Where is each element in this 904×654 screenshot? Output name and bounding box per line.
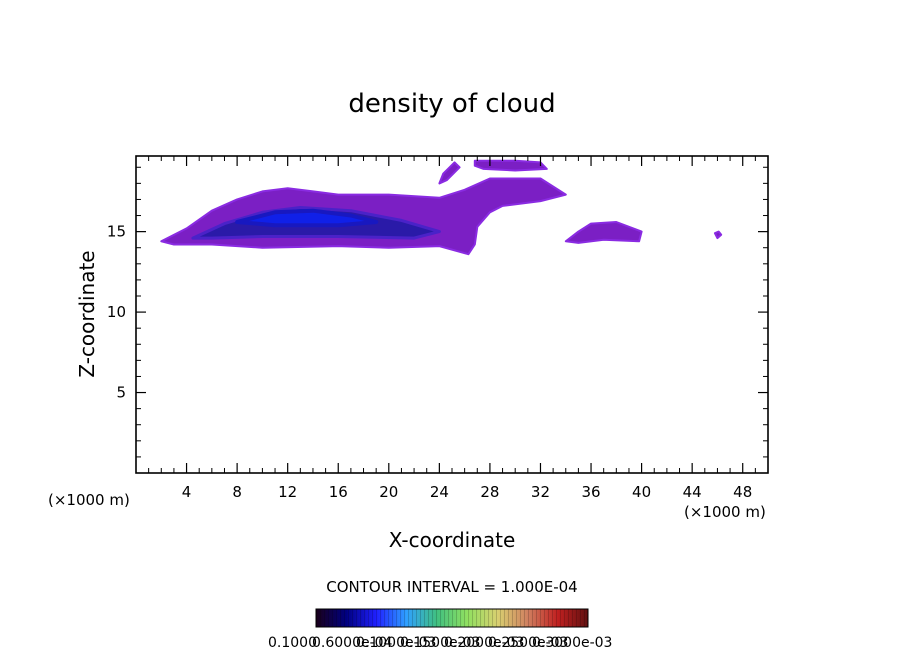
x-tick-label: 16 bbox=[329, 483, 348, 501]
chart-title: density of cloud bbox=[348, 89, 555, 119]
x-tick-label: 40 bbox=[632, 483, 651, 501]
y-tick-label: 15 bbox=[107, 223, 126, 241]
x-tick-label: 12 bbox=[278, 483, 297, 501]
x-tick-labels: 4 8 12 16 20 24 28 32 36 40 44 48 bbox=[182, 483, 752, 501]
x-axis-label: X-coordinate bbox=[389, 528, 516, 552]
x-axis-unit-left: (×1000 m) bbox=[48, 491, 130, 509]
cloud-core-inner bbox=[235, 208, 379, 228]
x-axis-unit-right: (×1000 m) bbox=[684, 503, 766, 521]
y-tick-label: 5 bbox=[116, 384, 126, 402]
x-tick-label: 24 bbox=[430, 483, 449, 501]
y-axis-label: Z-coordinate bbox=[75, 250, 99, 377]
colorbar-label: 0.1000 bbox=[268, 635, 317, 651]
colorbar-label: 0.2500e-03 bbox=[488, 635, 568, 651]
x-tick-label: 32 bbox=[531, 483, 550, 501]
cloud-regions bbox=[160, 159, 723, 256]
colorbar-labels: 0.10000.6000e-040.1000e-030.1500e-030.20… bbox=[268, 635, 612, 651]
cloud-region-3 bbox=[564, 221, 643, 244]
x-tick-label: 8 bbox=[232, 483, 242, 501]
colorbar-label: 0.6000e-04 bbox=[312, 635, 393, 651]
y-tick-labels: 5 10 15 bbox=[107, 223, 126, 402]
cloud-region-2 bbox=[438, 161, 461, 185]
colorbar-stripes bbox=[316, 609, 588, 627]
x-tick-label: 48 bbox=[733, 483, 752, 501]
x-tick-label: 36 bbox=[581, 483, 600, 501]
axis-ticks bbox=[136, 156, 768, 473]
x-tick-label: 20 bbox=[379, 483, 398, 501]
colorbar-label: 0.1500e-03 bbox=[400, 635, 480, 651]
colorbar-label: 0.1000e-03 bbox=[356, 635, 436, 651]
contour-interval-text: CONTOUR INTERVAL = 1.000E-04 bbox=[326, 578, 577, 596]
colorbar-label: 0.3000e-03 bbox=[532, 635, 612, 651]
x-tick-label: 4 bbox=[182, 483, 192, 501]
cloud-region-4 bbox=[713, 230, 723, 240]
colorbar-label: 0.2000e-03 bbox=[444, 635, 524, 651]
cloud-region-1 bbox=[473, 159, 548, 172]
x-tick-label: 28 bbox=[480, 483, 499, 501]
y-tick-label: 10 bbox=[107, 303, 126, 321]
x-tick-label: 44 bbox=[683, 483, 702, 501]
